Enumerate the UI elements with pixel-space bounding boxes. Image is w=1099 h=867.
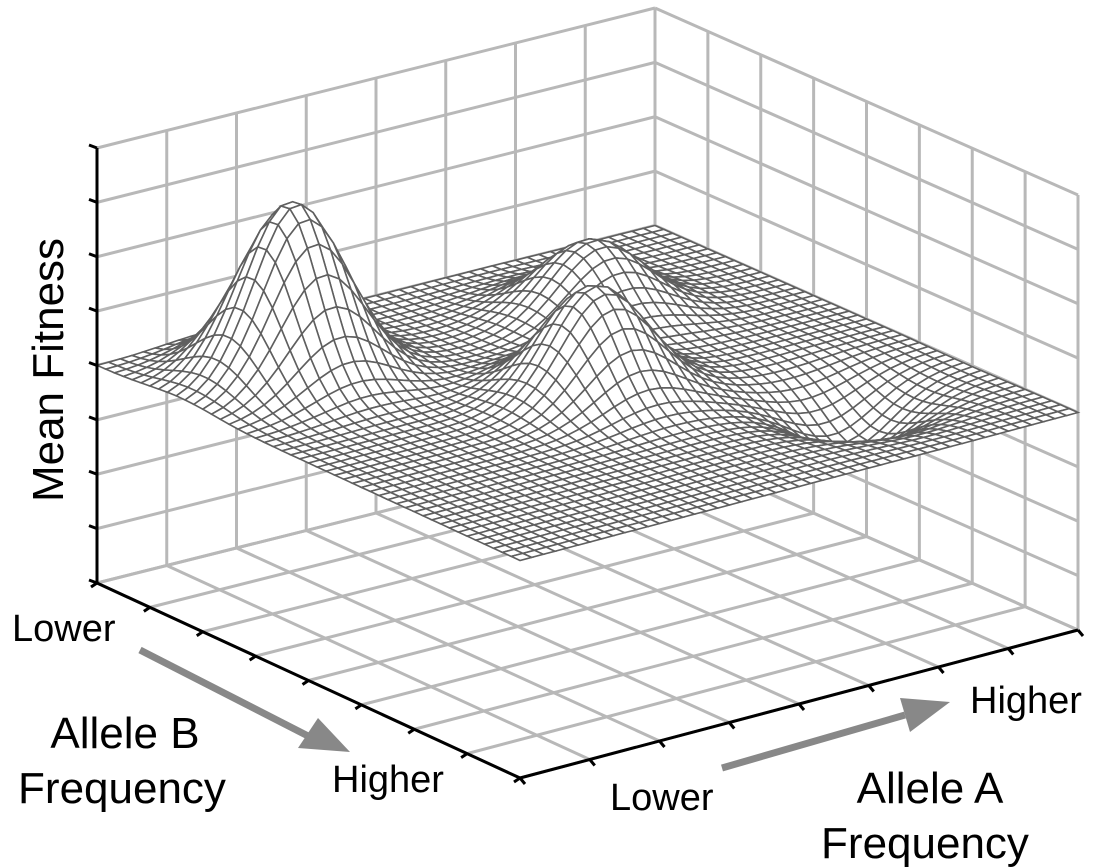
a-axis-tick <box>1007 647 1015 656</box>
wall-grid-horizontal <box>96 6 656 150</box>
y-tick-lower: Lower <box>12 608 116 650</box>
b-axis-tick <box>301 679 310 686</box>
y-tick-higher: Higher <box>332 759 444 801</box>
z-axis-tick <box>88 197 98 204</box>
z-axis-tick <box>88 524 98 531</box>
z-axis-tick <box>88 469 98 476</box>
floor-grid-line <box>413 581 973 731</box>
b-axis-tick <box>513 776 521 784</box>
floor-grid-line <box>308 535 867 682</box>
a-axis-tick <box>518 777 527 785</box>
a-axis-tick <box>728 721 736 730</box>
surface-cell <box>508 552 534 562</box>
b-axis-tick <box>407 728 416 735</box>
a-axis-tick <box>797 703 806 711</box>
b-axis-tick <box>90 581 98 589</box>
z-axis-tick <box>88 143 98 150</box>
wall-grid-horizontal <box>96 60 656 204</box>
a-axis-tick <box>658 740 666 748</box>
x-axis-label-line1: Allele A <box>857 764 1004 813</box>
y-axis-label-line1: Allele B <box>50 709 199 758</box>
b-axis-tick <box>195 630 204 637</box>
a-axis-tick <box>588 758 596 767</box>
b-axis-tick <box>460 752 468 759</box>
z-axis-tick <box>88 415 98 422</box>
floor-grid-line <box>466 605 1026 756</box>
z-axis-tick <box>88 306 98 313</box>
b-axis-tick <box>143 606 151 613</box>
z-axis-tick <box>88 252 98 259</box>
y-axis-label-line2: Frequency <box>18 764 226 813</box>
wall-grid-horizontal <box>654 61 1079 251</box>
axis-lines <box>88 143 1085 785</box>
z-axis-tick <box>88 361 98 367</box>
allele-a-arrow <box>721 698 950 772</box>
a-axis-tick <box>867 684 875 693</box>
b-axis-tick <box>354 703 363 711</box>
wall-grid-horizontal <box>654 6 1079 197</box>
z-axis-label: Mean Fitness <box>24 238 73 502</box>
a-axis-tick <box>1076 629 1085 637</box>
wall-grid-horizontal <box>654 115 1079 306</box>
wall-grid-horizontal <box>654 169 1079 360</box>
fitness-surface <box>94 200 1081 562</box>
x-axis-label-line2: Frequency <box>821 819 1029 867</box>
floor-grid-line <box>360 558 920 707</box>
x-tick-higher: Higher <box>970 680 1082 722</box>
allele-b-arrow <box>138 646 350 752</box>
b-axis-tick <box>248 654 257 662</box>
wall-grid-horizontal <box>96 115 656 259</box>
x-tick-lower: Lower <box>610 777 714 819</box>
wall-grid-horizontal <box>96 169 656 313</box>
a-axis-tick <box>937 666 945 674</box>
